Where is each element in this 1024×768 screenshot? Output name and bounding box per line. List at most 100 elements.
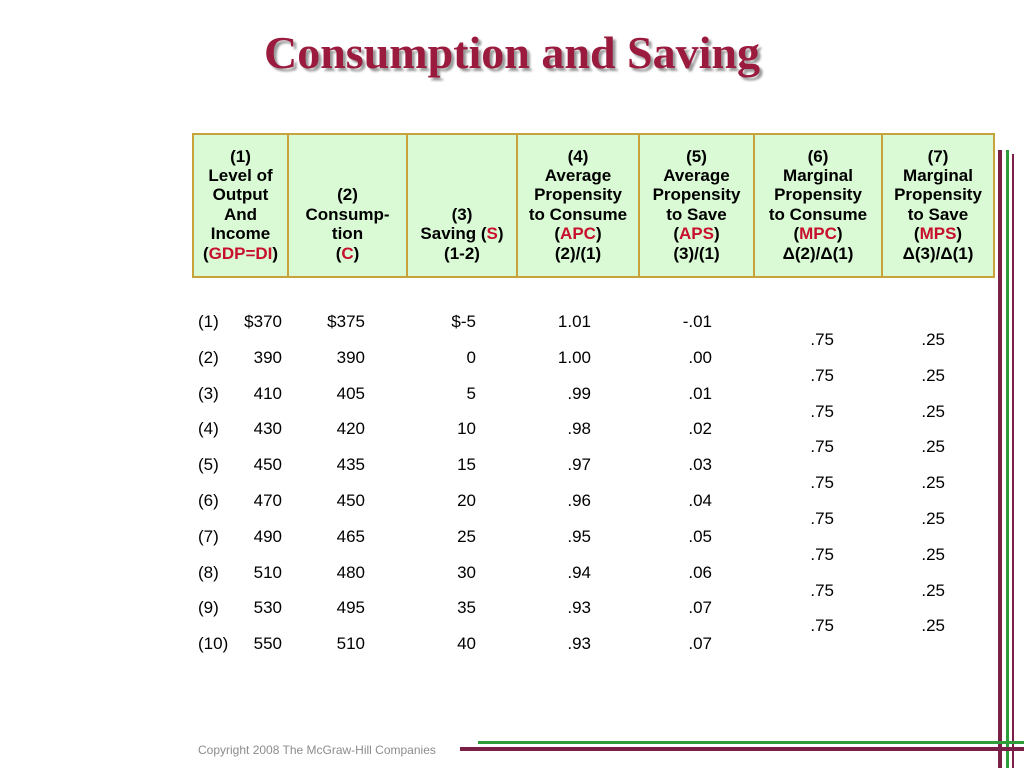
header-text: ): [713, 224, 720, 244]
row-number: (5): [198, 455, 219, 475]
header-col-1: (1) Level of Output And Income (GDP=DI): [194, 135, 289, 276]
mpc-cell: .75: [810, 616, 834, 636]
header-col-7: (7) Marginal Propensity to Save (MPS) Δ(…: [883, 135, 993, 276]
saving-cell: 40: [457, 634, 476, 654]
header-text: (1): [230, 146, 251, 166]
header-text: (: [673, 224, 680, 244]
saving-cell: 0: [466, 347, 476, 367]
apc-cell: .93: [567, 598, 591, 618]
header-col-4: (4) Average Propensity to Consume (APC) …: [518, 135, 640, 276]
consumption-cell: $375: [327, 312, 365, 331]
header-text: Saving (: [420, 224, 487, 244]
mpc-cell: .75: [810, 437, 834, 457]
mps-cell: .25: [921, 330, 945, 349]
mpc-cell: .75: [810, 580, 834, 600]
aps-cell: .00: [688, 347, 712, 367]
header-text: Consump-: [305, 204, 390, 224]
saving-cell: 15: [457, 455, 476, 475]
saving-cell: 25: [457, 526, 476, 546]
header-text: to Save: [666, 204, 727, 224]
header-text: to Save: [907, 204, 969, 224]
apc-cell: 1.01: [557, 312, 591, 331]
mpc-cell: .75: [810, 544, 834, 564]
header-text: (4): [567, 146, 589, 166]
mps-cell: .25: [921, 580, 945, 600]
header-text: Marginal: [903, 165, 973, 185]
header-col-3: (3) Saving (S) (1-2): [408, 135, 518, 276]
header-accent: MPS: [919, 224, 957, 244]
deco-line-maroon-vertical: [998, 150, 1002, 768]
header-text: (: [335, 243, 342, 263]
row-number: (4): [198, 419, 219, 439]
header-text: (7): [927, 146, 949, 166]
row-number: (6): [198, 491, 219, 510]
income-cell: 390: [253, 347, 282, 367]
header-text: ): [353, 243, 360, 263]
header-text: (1-2): [444, 243, 480, 263]
header-text: (: [793, 224, 800, 244]
header-accent: GDP=DI: [208, 243, 273, 263]
mps-cell: .25: [921, 509, 945, 528]
header-text: ): [272, 243, 279, 263]
header-text: And: [223, 204, 258, 224]
row-number: (7): [198, 526, 219, 546]
header-col-5: (5) Average Propensity to Save (APS) (3)…: [640, 135, 755, 276]
saving-cell: 35: [457, 598, 476, 618]
header-text: Δ(3)/Δ(1): [902, 243, 974, 263]
consumption-cell: 510: [336, 634, 365, 654]
saving-cell: 10: [457, 419, 476, 439]
header-text: (: [554, 224, 561, 244]
mps-cell: .25: [921, 616, 945, 636]
income-cell: 410: [253, 383, 282, 403]
aps-cell: .07: [688, 634, 712, 654]
apc-cell: .94: [567, 562, 591, 582]
aps-cell: .05: [688, 526, 712, 546]
consumption-cell: 435: [336, 455, 365, 475]
aps-cell: -.01: [682, 312, 712, 331]
income-cell: 530: [253, 598, 282, 618]
deco-line-maroon-horizontal: [460, 747, 1024, 751]
header-text: ): [836, 224, 843, 244]
income-cell: $370: [244, 312, 282, 331]
header-text: (6): [807, 146, 829, 166]
header-text: Propensity: [534, 185, 622, 205]
slide-title: Consumption and Saving: [264, 27, 760, 78]
copyright-text: Copyright 2008 The McGraw-Hill Companies: [198, 743, 436, 757]
row-number: (2): [198, 347, 219, 367]
header-accent: S: [486, 224, 498, 244]
row-number: (1): [198, 312, 219, 331]
consumption-cell: 405: [336, 383, 365, 403]
header-text: to Consume: [528, 204, 628, 224]
header-text: tion: [331, 224, 364, 244]
header-text: (2)/(1): [554, 243, 602, 263]
header-text: (2): [337, 185, 358, 205]
mpc-cell: .75: [810, 401, 834, 421]
row-number: (3): [198, 383, 219, 403]
consumption-cell: 480: [336, 562, 365, 582]
aps-cell: .07: [688, 598, 712, 618]
header-table: (1) Level of Output And Income (GDP=DI) …: [192, 133, 995, 278]
aps-cell: .04: [688, 491, 712, 510]
header-text: to Consume: [768, 204, 868, 224]
apc-cell: .93: [567, 634, 591, 654]
apc-cell: .97: [567, 455, 591, 475]
apc-cell: .98: [567, 419, 591, 439]
apc-cell: 1.00: [557, 347, 591, 367]
deco-line-green-vertical: [1006, 150, 1009, 768]
saving-cell: 5: [466, 383, 476, 403]
header-text: Propensity: [652, 185, 741, 205]
row-number: (9): [198, 598, 219, 618]
header-text: Level of: [208, 165, 273, 185]
income-cell: 550: [253, 634, 282, 654]
consumption-cell: 495: [336, 598, 365, 618]
header-col-6: (6) Marginal Propensity to Consume (MPC)…: [755, 135, 883, 276]
row-number: (10): [198, 634, 229, 654]
header-text: ): [595, 224, 602, 244]
mps-cell: .25: [921, 544, 945, 564]
header-text: (5): [686, 146, 707, 166]
deco-line-maroon-vertical-2: [1012, 154, 1014, 768]
header-text: ): [956, 224, 963, 244]
aps-cell: .02: [688, 419, 712, 439]
header-col-2: (2) Consump- tion (C): [289, 135, 408, 276]
header-text: Δ(2)/Δ(1): [782, 243, 854, 263]
